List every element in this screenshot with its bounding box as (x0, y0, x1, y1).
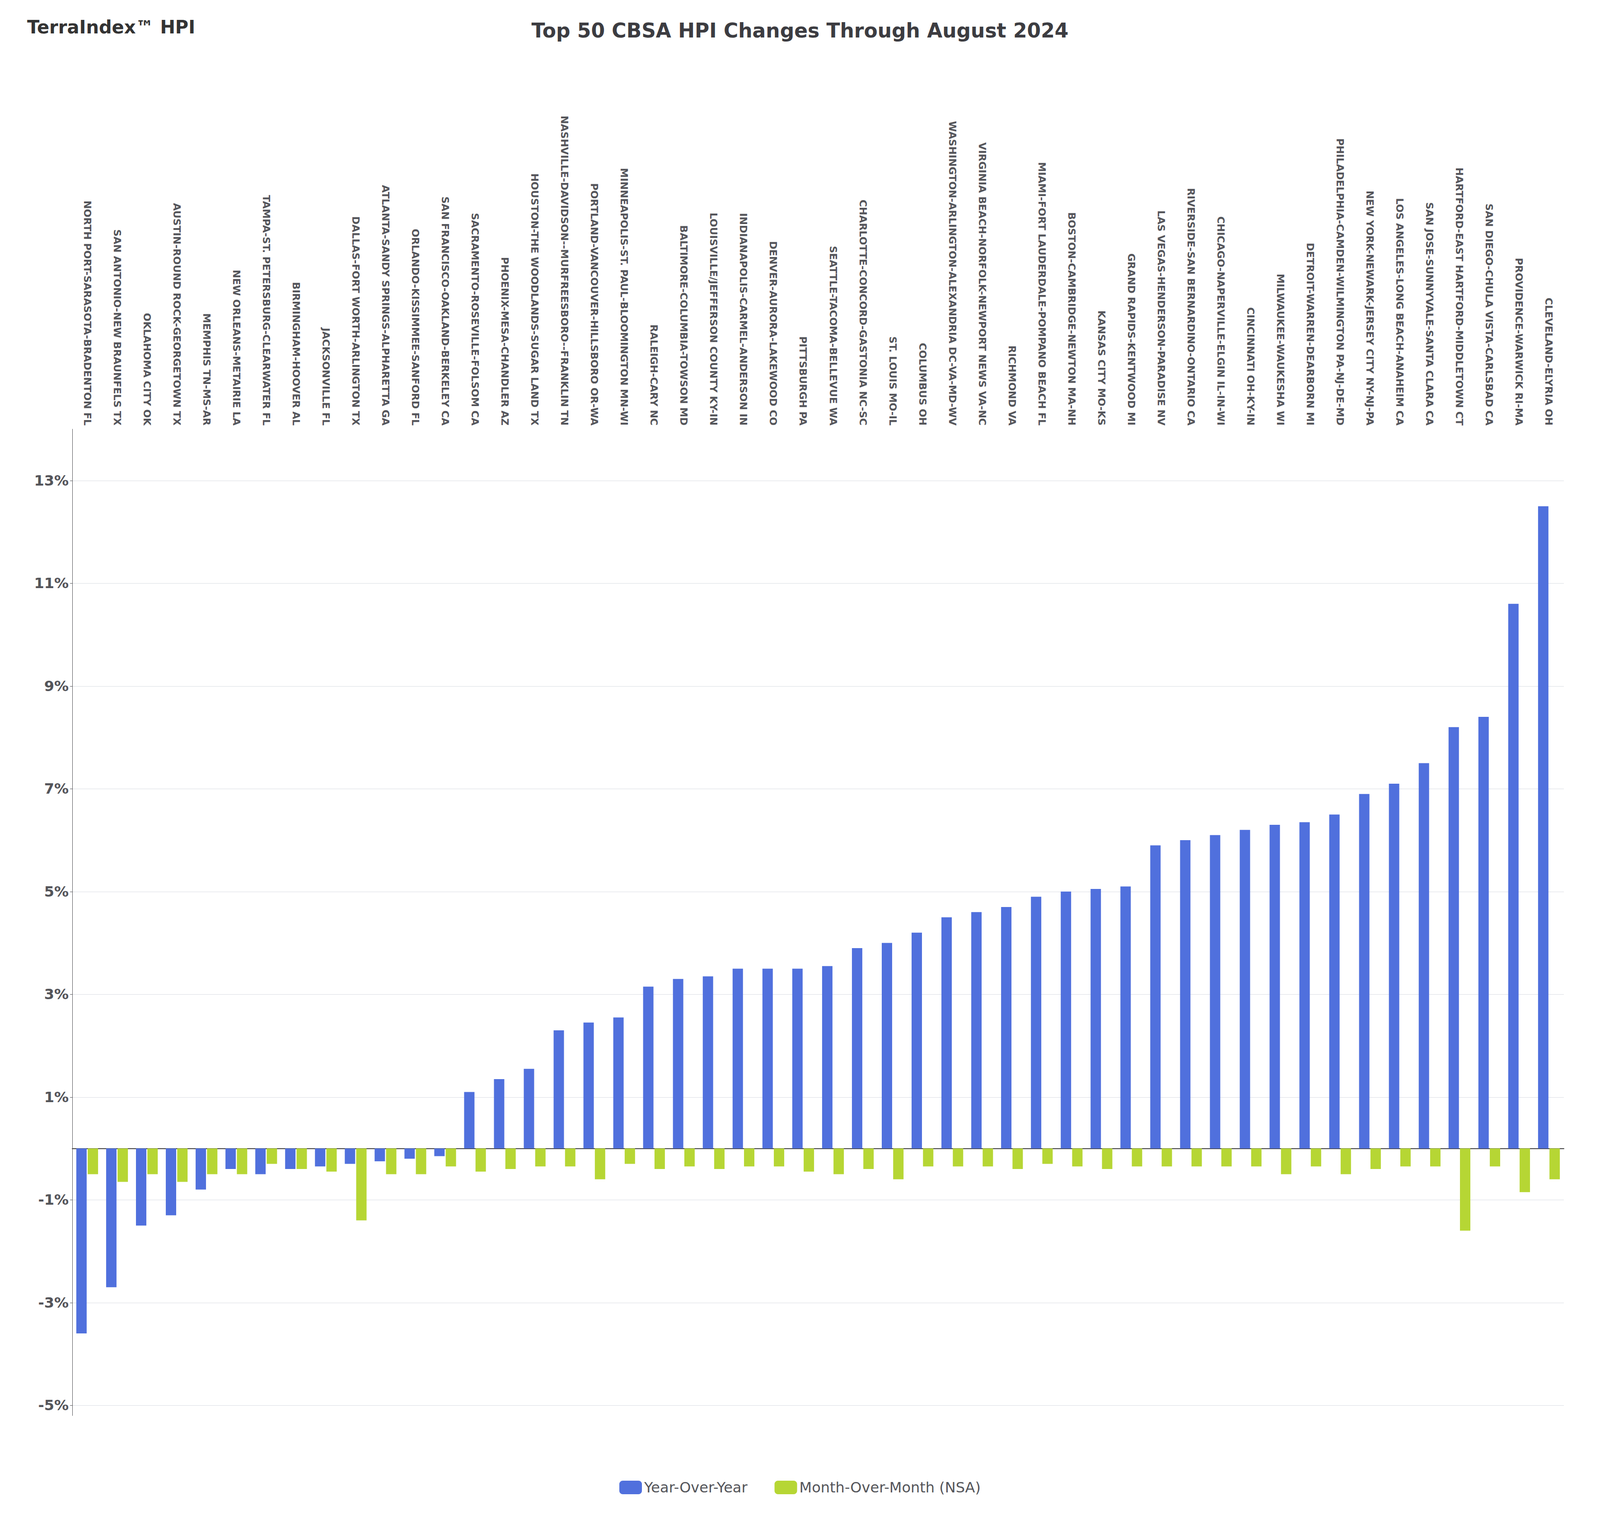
svg-text:MEMPHIS TN-MS-AR: MEMPHIS TN-MS-AR (201, 313, 213, 426)
svg-text:TerraIndex™ HPI: TerraIndex™ HPI (27, 16, 196, 38)
svg-text:PHOENIX-MESA-CHANDLER AZ: PHOENIX-MESA-CHANDLER AZ (499, 257, 511, 426)
svg-text:ORLANDO-KISSIMMEE-SANFORD FL: ORLANDO-KISSIMMEE-SANFORD FL (409, 228, 422, 426)
svg-text:LOS ANGELES-LONG BEACH-ANAHEIM: LOS ANGELES-LONG BEACH-ANAHEIM CA (1394, 198, 1406, 426)
svg-text:ATLANTA-SANDY SPRINGS-ALPHARET: ATLANTA-SANDY SPRINGS-ALPHARETTA GA (379, 185, 392, 426)
svg-text:3%: 3% (44, 985, 69, 1003)
svg-text:DENVER-AURORA-LAKEWOOD CO: DENVER-AURORA-LAKEWOOD CO (767, 241, 779, 426)
svg-text:INDIANAPOLIS-CARMEL-ANDERSON I: INDIANAPOLIS-CARMEL-ANDERSON IN (737, 212, 749, 426)
svg-text:-3%: -3% (37, 1294, 69, 1312)
svg-text:Top 50 CBSA HPI Changes Throug: Top 50 CBSA HPI Changes Through August 2… (531, 18, 1069, 43)
svg-text:PHILADELPHIA-CAMDEN-WILMINGTON: PHILADELPHIA-CAMDEN-WILMINGTON PA-NJ-DE-… (1334, 138, 1346, 426)
svg-text:HOUSTON-THE WOODLANDS-SUGAR LA: HOUSTON-THE WOODLANDS-SUGAR LAND TX (528, 173, 541, 426)
svg-text:13%: 13% (33, 472, 69, 490)
svg-text:OKLAHOMA CITY OK: OKLAHOMA CITY OK (141, 313, 153, 426)
svg-text:TAMPA-ST. PETERSBURG-CLEARWATE: TAMPA-ST. PETERSBURG-CLEARWATER FL (260, 195, 272, 426)
svg-text:-5%: -5% (37, 1396, 69, 1414)
svg-text:BIRMINGHAM-HOOVER AL: BIRMINGHAM-HOOVER AL (290, 281, 302, 426)
svg-text:5%: 5% (44, 883, 69, 901)
svg-text:WASHINGTON-ARLINGTON-ALEXANDRI: WASHINGTON-ARLINGTON-ALEXANDRIA DC-VA-MD… (946, 121, 959, 426)
svg-text:SAN DIEGO-CHULA VISTA-CARLSBAD: SAN DIEGO-CHULA VISTA-CARLSBAD CA (1483, 203, 1495, 426)
svg-text:CLEVELAND-ELYRIA OH: CLEVELAND-ELYRIA OH (1543, 297, 1555, 426)
svg-text:RICHMOND VA: RICHMOND VA (1006, 345, 1018, 426)
svg-text:RIVERSIDE-SAN BERNARDINO-ONTAR: RIVERSIDE-SAN BERNARDINO-ONTARIO CA (1185, 187, 1197, 426)
svg-text:7%: 7% (44, 780, 69, 798)
svg-text:CHICAGO-NAPERVILLE-ELGIN IL-IN: CHICAGO-NAPERVILLE-ELGIN IL-IN-WI (1215, 216, 1227, 426)
svg-text:BALTIMORE-COLUMBIA-TOWSON MD: BALTIMORE-COLUMBIA-TOWSON MD (678, 224, 690, 426)
svg-text:11%: 11% (33, 574, 69, 592)
svg-text:CHARLOTTE-CONCORD-GASTONIA NC-: CHARLOTTE-CONCORD-GASTONIA NC-SC (857, 199, 869, 426)
svg-text:SACRAMENTO-ROSEVILLE-FOLSOM CA: SACRAMENTO-ROSEVILLE-FOLSOM CA (469, 212, 481, 426)
svg-text:SAN JOSE-SUNNYVALE-SANTA CLARA: SAN JOSE-SUNNYVALE-SANTA CLARA CA (1423, 202, 1436, 426)
svg-text:NORTH PORT-SARASOTA-BRADENTON: NORTH PORT-SARASOTA-BRADENTON FL (81, 200, 94, 426)
svg-text:LAS VEGAS-HENDERSON-PARADISE N: LAS VEGAS-HENDERSON-PARADISE NV (1155, 210, 1167, 426)
svg-text:9%: 9% (44, 677, 69, 695)
svg-text:PITTSBURGH PA: PITTSBURGH PA (797, 336, 809, 426)
svg-text:DALLAS-FORT WORTH-ARLINGTON TX: DALLAS-FORT WORTH-ARLINGTON TX (350, 216, 362, 426)
svg-text:ST. LOUIS MO-IL: ST. LOUIS MO-IL (887, 336, 899, 426)
svg-text:CINCINNATI OH-KY-IN: CINCINNATI OH-KY-IN (1244, 307, 1257, 426)
svg-text:MIAMI-FORT LAUDERDALE-POMPANO: MIAMI-FORT LAUDERDALE-POMPANO BEACH FL (1036, 162, 1048, 426)
svg-text:-1%: -1% (37, 1191, 69, 1209)
svg-text:MILWAUKEE-WAUKESHA WI: MILWAUKEE-WAUKESHA WI (1274, 273, 1287, 426)
svg-text:MINNEAPOLIS-ST. PAUL-BLOOMINGT: MINNEAPOLIS-ST. PAUL-BLOOMINGTON MN-WI (618, 168, 630, 426)
svg-text:KANSAS CITY MO-KS: KANSAS CITY MO-KS (1095, 310, 1108, 426)
svg-text:1%: 1% (44, 1088, 69, 1106)
svg-text:Month-Over-Month (NSA): Month-Over-Month (NSA) (799, 1478, 981, 1497)
svg-text:GRAND RAPIDS-KENTWOOD MI: GRAND RAPIDS-KENTWOOD MI (1125, 253, 1137, 426)
svg-text:BOSTON-CAMBRIDGE-NEWTON MA-NH: BOSTON-CAMBRIDGE-NEWTON MA-NH (1066, 212, 1078, 426)
svg-text:RALEIGH-CARY NC: RALEIGH-CARY NC (648, 324, 660, 426)
svg-text:PORTLAND-VANCOUVER-HILLSBORO O: PORTLAND-VANCOUVER-HILLSBORO OR-WA (588, 182, 600, 426)
svg-text:SAN FRANCISCO-OAKLAND-BERKELEY: SAN FRANCISCO-OAKLAND-BERKELEY CA (439, 196, 451, 426)
svg-text:COLUMBUS OH: COLUMBUS OH (916, 342, 929, 426)
svg-text:Year-Over-Year: Year-Over-Year (643, 1478, 748, 1497)
svg-text:DETROIT-WARREN-DEARBORN MI: DETROIT-WARREN-DEARBORN MI (1304, 242, 1316, 426)
svg-text:NASHVILLE-DAVIDSON--MURFREESBO: NASHVILLE-DAVIDSON--MURFREESBORO--FRANKL… (558, 115, 571, 426)
svg-text:HARTFORD-EAST HARTFORD-MIDDLET: HARTFORD-EAST HARTFORD-MIDDLETOWN CT (1453, 167, 1465, 426)
svg-text:JACKSONVILLE FL: JACKSONVILLE FL (320, 327, 332, 426)
svg-text:AUSTIN-ROUND ROCK-GEORGETOWN T: AUSTIN-ROUND ROCK-GEORGETOWN TX (171, 202, 183, 426)
svg-text:SEATTLE-TACOMA-BELLEVUE WA: SEATTLE-TACOMA-BELLEVUE WA (827, 245, 839, 426)
svg-text:SAN ANTONIO-NEW BRAUNFELS TX: SAN ANTONIO-NEW BRAUNFELS TX (111, 229, 123, 426)
svg-text:NEW YORK-NEWARK-JERSEY CITY NY: NEW YORK-NEWARK-JERSEY CITY NY-NJ-PA (1364, 190, 1376, 426)
svg-text:LOUISVILLE/JEFFERSON COUNTY KY: LOUISVILLE/JEFFERSON COUNTY KY-IN (707, 212, 720, 426)
svg-text:NEW ORLEANS-METAIRIE LA: NEW ORLEANS-METAIRIE LA (230, 269, 243, 426)
svg-text:VIRGINIA BEACH-NORFOLK-NEWPORT: VIRGINIA BEACH-NORFOLK-NEWPORT NEWS VA-N… (976, 142, 988, 426)
svg-text:PROVIDENCE-WARWICK RI-MA: PROVIDENCE-WARWICK RI-MA (1513, 257, 1525, 426)
